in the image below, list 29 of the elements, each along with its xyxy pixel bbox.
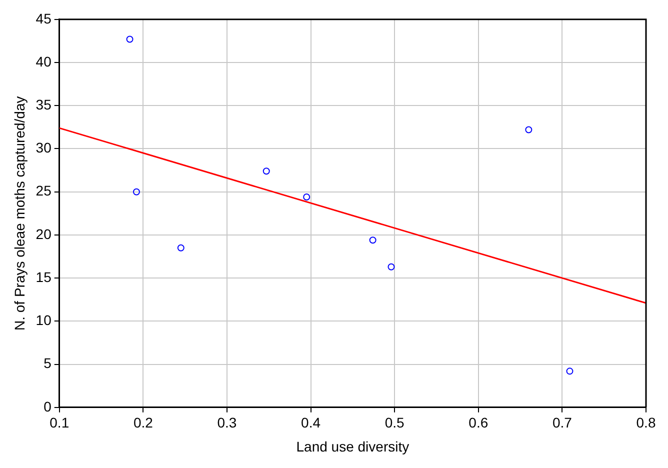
y-axis-title: N. of Prays oleae moths captured/day: [11, 96, 28, 331]
y-tick-label: 25: [36, 182, 52, 199]
y-tick-label: 0: [44, 398, 52, 414]
point: [262, 168, 270, 175]
point: [566, 368, 574, 375]
x-tick-label: 0.5: [384, 414, 405, 431]
y-tick-label: 45: [36, 10, 52, 26]
x-axis-title: Land use diversity: [296, 438, 410, 454]
x-tick-label: 0.8: [636, 414, 656, 431]
x-tick-label: 0.2: [133, 414, 154, 431]
x-tick-label: 0.7: [552, 414, 572, 431]
x-tick-label: 0.4: [301, 414, 321, 431]
point: [177, 244, 184, 252]
point: [126, 36, 134, 43]
y-tick-label: 35: [36, 96, 52, 112]
y-tick-label: 5: [44, 355, 52, 372]
y-tick-label: 15: [36, 268, 52, 285]
x-tick-label: 0.6: [468, 414, 488, 431]
x-tick-label: 0.3: [217, 414, 237, 431]
y-tick-label: 40: [36, 53, 52, 70]
point: [132, 188, 140, 196]
y-tick-label: 10: [36, 312, 52, 328]
point: [303, 194, 310, 201]
x-tick-label: 0.1: [50, 414, 70, 431]
point: [525, 126, 532, 134]
point: [388, 263, 395, 270]
y-tick-label: 30: [36, 140, 52, 156]
y-tick-label: 20: [36, 226, 52, 242]
point: [369, 236, 376, 244]
